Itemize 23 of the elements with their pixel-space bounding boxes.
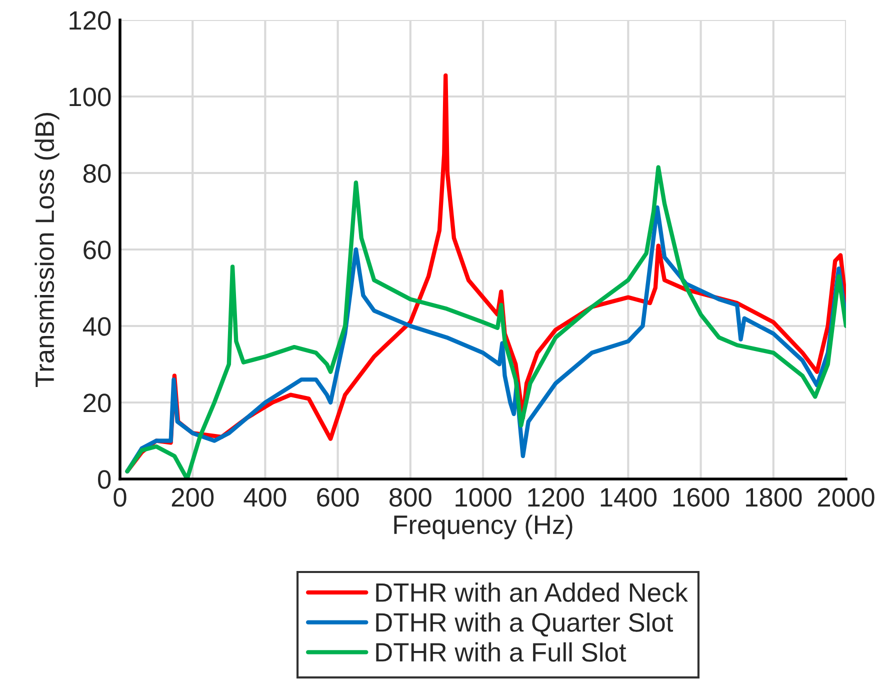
legend-label: DTHR with a Full Slot [376, 642, 626, 662]
x-tick-label: 400 [244, 488, 286, 507]
x-tick-label: 1000 [456, 488, 512, 507]
x-tick-label: 1800 [746, 488, 802, 507]
y-tick-label: 80 [83, 164, 111, 183]
y-tick-label: 0 [98, 470, 111, 489]
x-tick-label: 600 [317, 488, 359, 507]
x-tick-label: 1200 [528, 488, 584, 507]
y-tick-label: 40 [82, 317, 111, 336]
x-tick-label: 2000 [818, 488, 874, 507]
y-tick-label: 60 [84, 240, 111, 260]
x-tick-label: 200 [172, 488, 214, 507]
legend-label: DTHR with a Quarter Slot [376, 612, 674, 637]
y-axis-title: Transmission Loss (dB) [34, 113, 60, 387]
x-tick-label: 0 [114, 488, 126, 507]
x-axis-title: Frequency (Hz) [394, 514, 572, 540]
x-tick-label: 1600 [673, 488, 730, 507]
x-tick-label: 800 [390, 488, 432, 507]
y-tick-label: 120 [70, 11, 111, 30]
legend-label: DTHR with an Added Neck [376, 582, 688, 602]
y-tick-label: 20 [84, 394, 111, 412]
x-tick-label: 1400 [600, 488, 657, 507]
y-tick-label: 100 [70, 88, 111, 106]
